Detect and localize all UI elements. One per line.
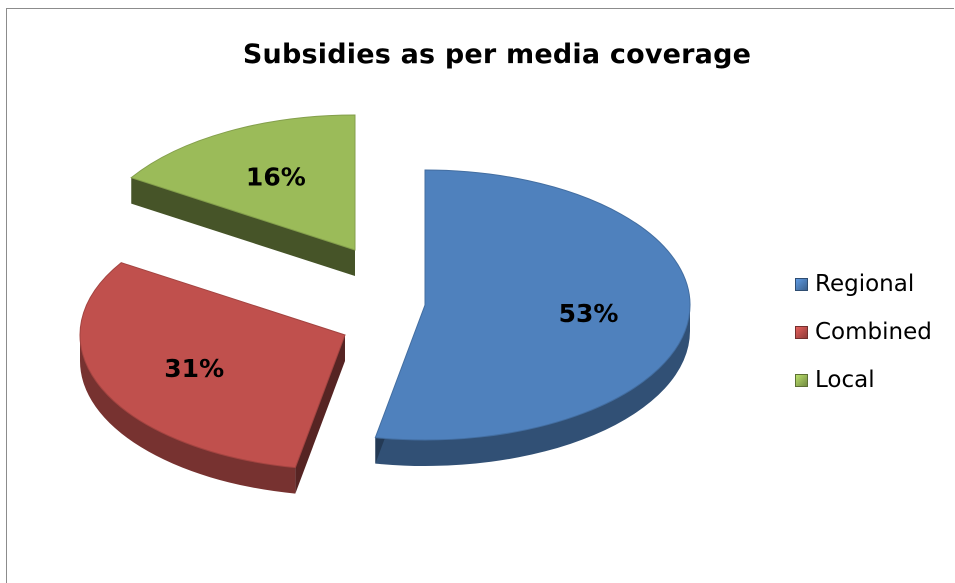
pie-slice-wall [375,305,690,466]
legend-item-combined: Combined [795,308,932,356]
pie-slice-local [130,114,356,251]
pie-slice-cut-face [295,335,345,494]
legend-swatch-combined [795,325,808,339]
pie-slice-wall [80,335,296,494]
legend-item-local: Local [795,356,932,404]
legend-label-regional: Regional [815,271,915,297]
pie-slice-side-local [131,177,355,276]
data-label-local: 16% [246,163,306,192]
data-label-regional: 53% [559,299,619,328]
data-label-combined: 31% [164,354,224,383]
legend-swatch-local [795,373,808,387]
pie-slice-cut-face [131,177,355,276]
pie-slice-combined [79,262,346,469]
legend-swatch-regional [795,277,808,291]
chart-title: Subsidies as per media coverage [242,39,752,70]
legend-label-local: Local [815,367,875,393]
legend: Regional Combined Local [795,260,932,404]
pie-slice-regional [374,169,691,441]
legend-item-regional: Regional [795,260,932,308]
legend-label-combined: Combined [815,319,932,345]
